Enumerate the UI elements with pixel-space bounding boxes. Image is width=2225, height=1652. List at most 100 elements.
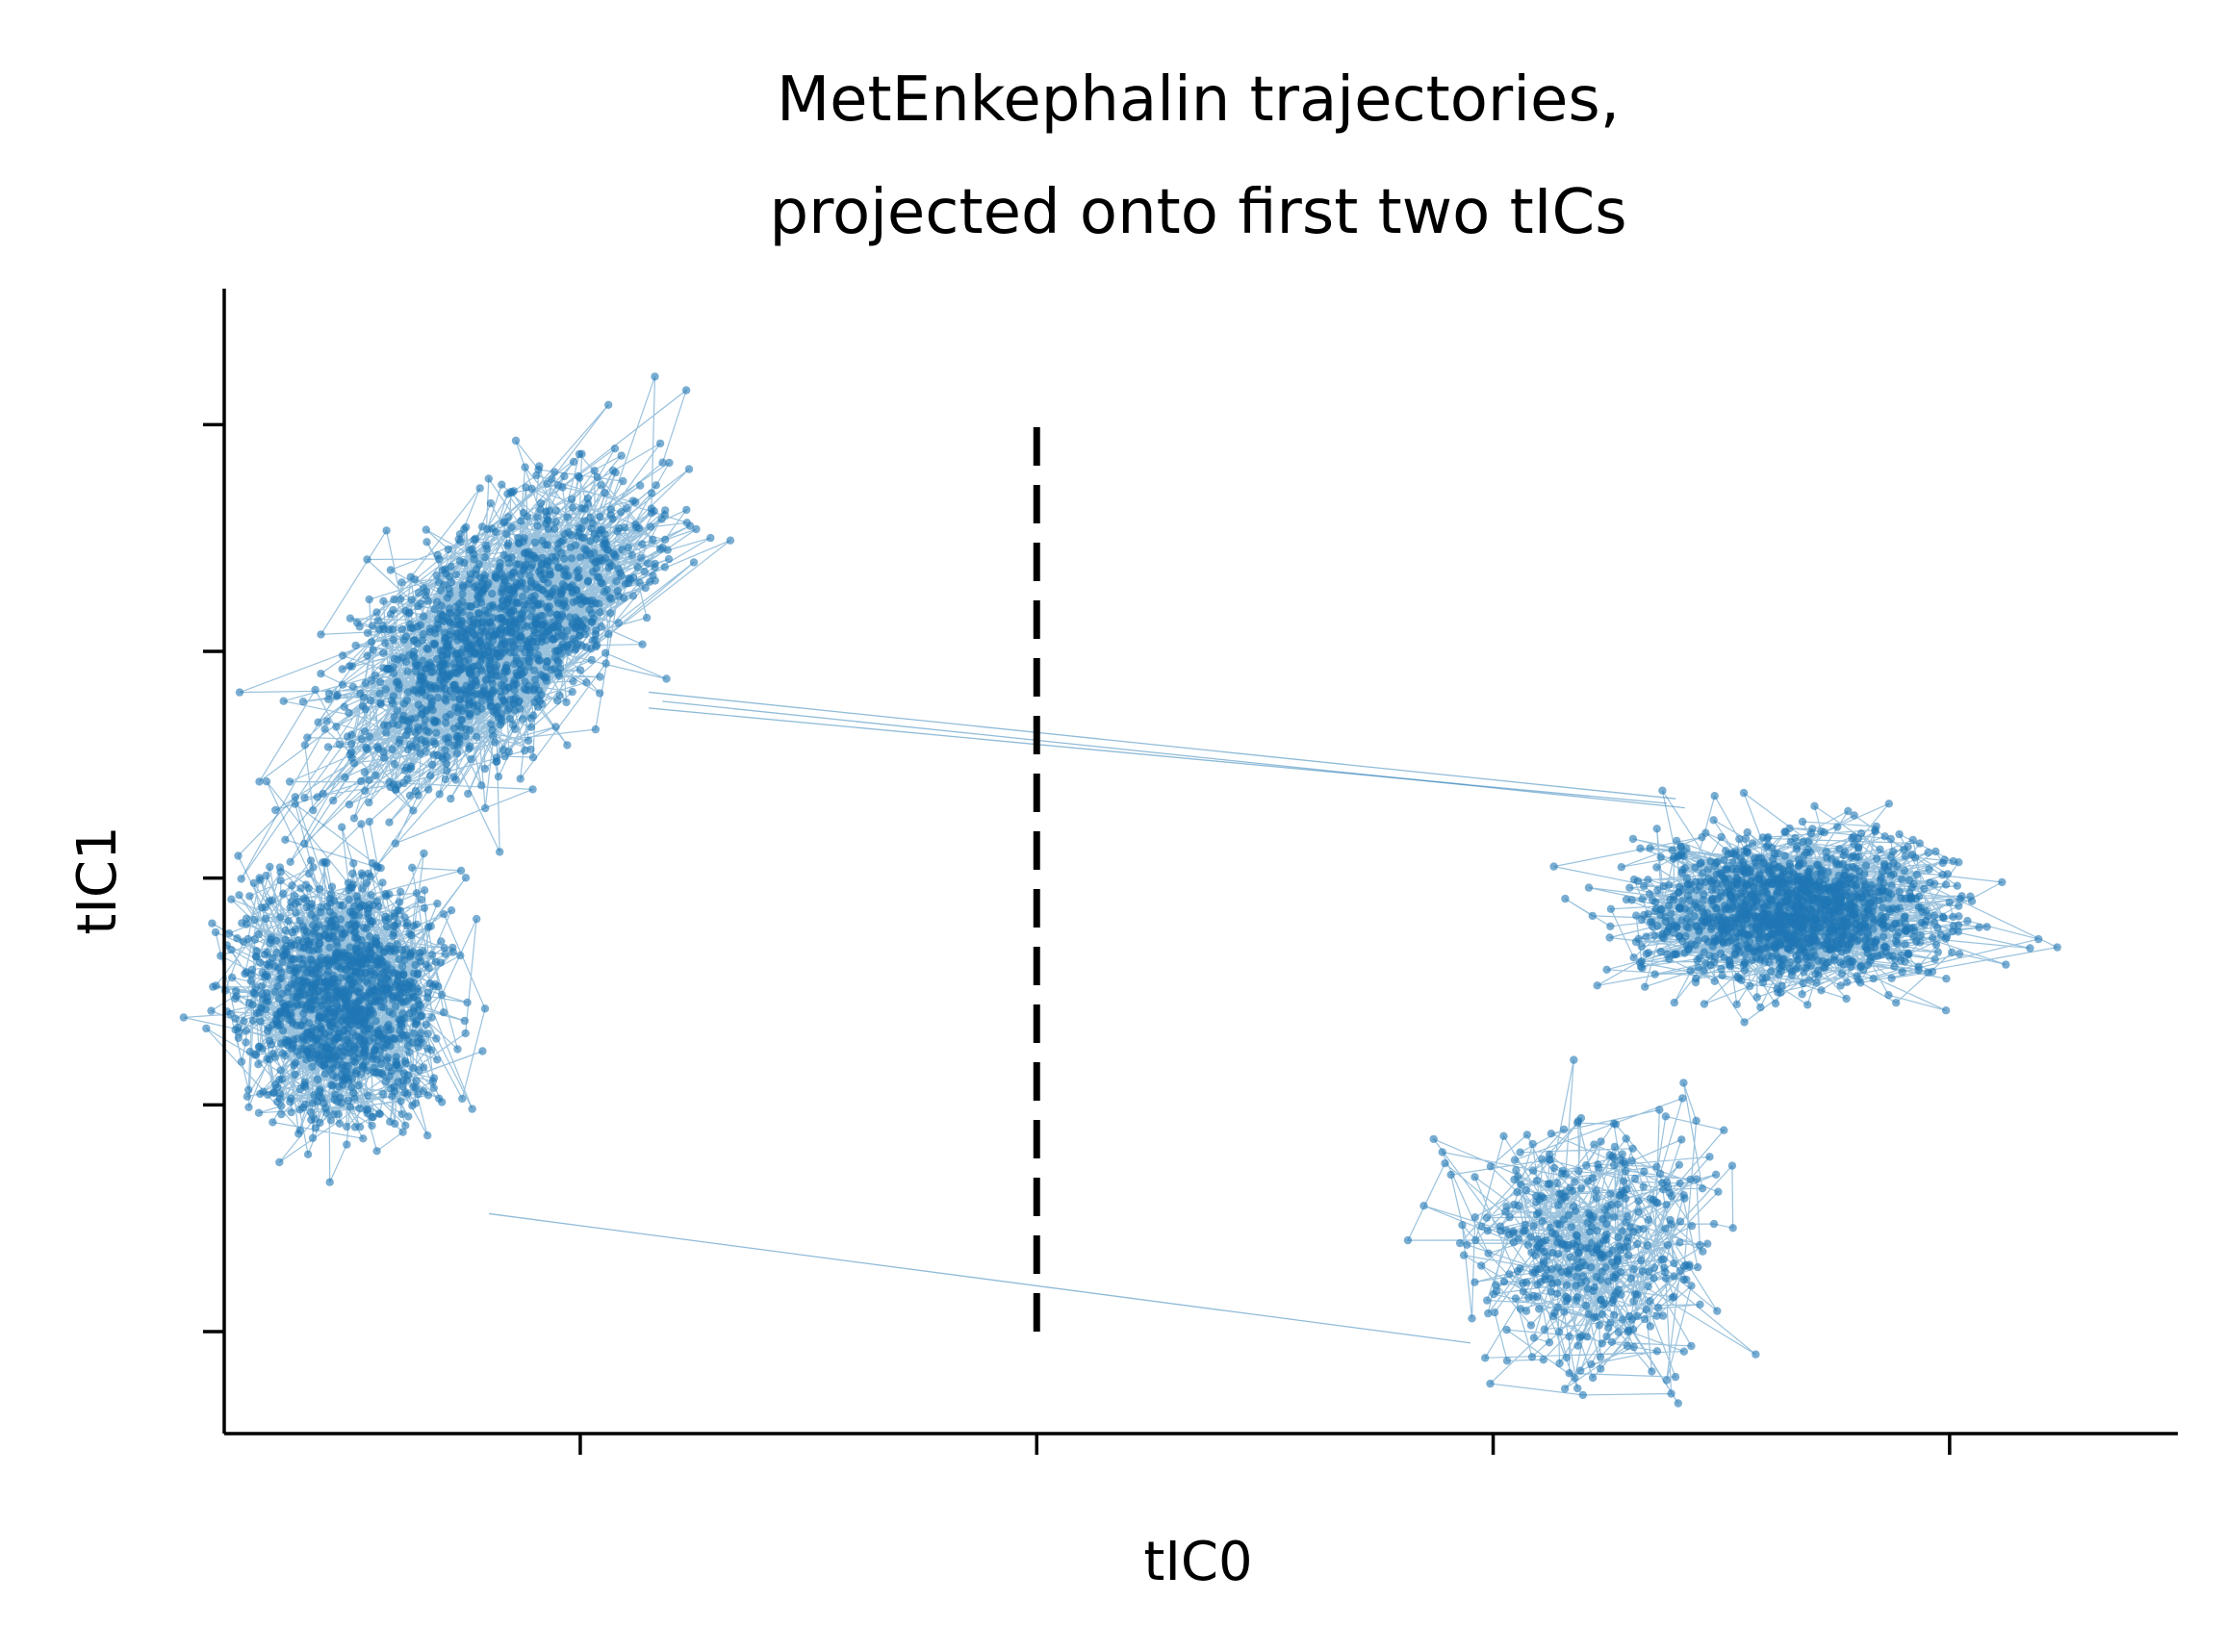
data-point (412, 920, 422, 928)
data-point (417, 895, 425, 904)
data-point (1741, 951, 1750, 959)
data-point (627, 550, 636, 560)
data-point (560, 597, 569, 605)
data-point (1562, 1353, 1572, 1362)
data-point (397, 1109, 406, 1119)
data-point (1783, 944, 1792, 953)
data-point (1814, 881, 1824, 891)
plot-area (179, 372, 2061, 1408)
data-point (423, 1029, 432, 1038)
data-point (277, 1102, 286, 1110)
data-point (470, 550, 478, 559)
data-point (1521, 1220, 1529, 1230)
data-point (1738, 878, 1748, 888)
data-point (325, 1178, 334, 1186)
data-point (1627, 896, 1636, 904)
data-point (1675, 1217, 1685, 1226)
data-point (1654, 1303, 1663, 1312)
data-point (462, 690, 471, 699)
data-point (415, 1066, 423, 1075)
data-point (519, 715, 527, 724)
data-point (530, 538, 540, 547)
data-point (436, 586, 446, 595)
data-point (360, 1014, 370, 1023)
data-point (1489, 1289, 1498, 1299)
data-point (1552, 1179, 1562, 1188)
data-point (1658, 786, 1667, 795)
data-point (456, 537, 465, 546)
data-point (1869, 925, 1878, 933)
data-point (1499, 1131, 1508, 1141)
data-point (528, 785, 537, 794)
data-point (522, 685, 530, 695)
data-point (429, 716, 438, 724)
data-point (1696, 1300, 1704, 1309)
data-point (1597, 1364, 1605, 1373)
data-point (1780, 851, 1789, 860)
data-point (462, 522, 471, 532)
data-point (1646, 844, 1654, 852)
data-point (474, 560, 483, 569)
data-point (256, 1017, 265, 1026)
data-point (275, 913, 285, 922)
data-point (247, 965, 256, 974)
data-point (542, 676, 550, 685)
data-point (344, 1096, 352, 1106)
data-point (1659, 881, 1668, 891)
data-point (329, 796, 338, 805)
data-point (1471, 1235, 1480, 1245)
data-point (492, 753, 501, 762)
data-point (1847, 902, 1855, 911)
data-point (543, 602, 551, 611)
data-point (427, 1046, 436, 1055)
data-point (499, 675, 508, 684)
data-point (359, 923, 369, 932)
data-point (1696, 1240, 1704, 1250)
data-point (1446, 1170, 1455, 1180)
data-point (1701, 959, 1710, 968)
data-point (1809, 895, 1818, 903)
data-point (1573, 1341, 1582, 1350)
data-point (403, 919, 412, 928)
data-point (1851, 910, 1859, 920)
data-point (445, 672, 453, 681)
data-point (1898, 875, 1906, 884)
data-point (390, 1034, 399, 1043)
data-point (510, 642, 519, 651)
data-point (1664, 924, 1674, 932)
data-point (438, 682, 447, 691)
data-point (1679, 1079, 1688, 1087)
data-point (1816, 928, 1826, 936)
data-point (1749, 897, 1757, 906)
data-point (1814, 919, 1824, 928)
data-point (338, 665, 346, 674)
data-point (1614, 1233, 1623, 1242)
data-point (416, 1029, 425, 1037)
data-point (1617, 1267, 1625, 1277)
data-point (294, 976, 303, 985)
data-point (1545, 1338, 1554, 1347)
data-point (1764, 832, 1773, 842)
data-point (1749, 947, 1758, 955)
data-point (1827, 854, 1836, 863)
data-point (1938, 871, 1947, 879)
data-point (1820, 828, 1829, 837)
data-point (512, 598, 521, 608)
data-point (444, 545, 452, 554)
data-point (405, 741, 415, 750)
data-point (1677, 869, 1686, 877)
data-point (403, 726, 412, 735)
data-point (1862, 943, 1871, 952)
data-point (1629, 1297, 1638, 1306)
data-point (270, 987, 279, 997)
data-point (517, 517, 525, 525)
data-point (1625, 883, 1634, 892)
data-point (1841, 867, 1850, 876)
data-point (355, 623, 364, 631)
data-point (428, 951, 437, 959)
data-point (303, 1150, 313, 1159)
data-point (417, 669, 426, 677)
data-point (434, 982, 443, 991)
data-point (420, 886, 429, 895)
data-point (1569, 1239, 1577, 1249)
